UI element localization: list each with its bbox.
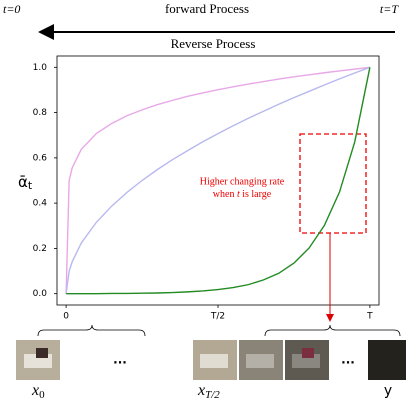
forward-label: forward Process bbox=[165, 1, 249, 16]
x-tick-label: T/2 bbox=[210, 312, 225, 322]
annotation-line2: when t is large bbox=[213, 189, 272, 200]
annotation-text: when bbox=[213, 189, 237, 200]
y-tick-label: 0.4 bbox=[33, 199, 48, 209]
line-series bbox=[65, 66, 370, 294]
annotation-line1: Higher changing rate bbox=[200, 176, 285, 187]
line-series bbox=[65, 66, 371, 294]
image-thumbnails bbox=[16, 340, 406, 380]
highlight-box bbox=[299, 133, 367, 234]
image bbox=[368, 340, 406, 380]
y-label-symbol: ᾱ bbox=[18, 173, 28, 191]
label-end: y bbox=[384, 383, 392, 399]
y-tick-label: 0.6 bbox=[33, 153, 48, 163]
annotation-text: is large bbox=[240, 189, 272, 200]
label-mid: xT/2 bbox=[197, 382, 220, 401]
image-detail bbox=[36, 348, 48, 358]
ellipsis: ... bbox=[341, 353, 355, 367]
image-detail bbox=[246, 354, 274, 368]
y-tick-label: 0.2 bbox=[33, 244, 47, 254]
brace bbox=[37, 324, 146, 337]
y-axis-label: ᾱt bbox=[18, 173, 33, 193]
x-tick-label: 0 bbox=[63, 312, 69, 322]
label-base: x bbox=[197, 382, 205, 399]
y-tick-label: 1.0 bbox=[33, 63, 48, 73]
brace bbox=[264, 324, 401, 337]
label-base: x bbox=[31, 382, 39, 399]
line-series bbox=[66, 67, 371, 295]
label-sub: T/2 bbox=[205, 389, 220, 401]
image-detail bbox=[200, 354, 228, 368]
image-detail bbox=[302, 348, 314, 358]
ellipsis: ... bbox=[113, 353, 127, 367]
label-start: x0 bbox=[31, 382, 45, 401]
t-end: t=T bbox=[380, 2, 399, 16]
t-start: t=0 bbox=[3, 2, 20, 16]
reverse-label: Reverse Process bbox=[171, 36, 256, 51]
y-label-sub: t bbox=[28, 179, 33, 192]
label-sub: 0 bbox=[39, 389, 45, 401]
y-tick-label: 0.0 bbox=[33, 289, 48, 299]
annotation-var: t bbox=[237, 189, 240, 200]
y-tick-label: 0.8 bbox=[33, 108, 48, 118]
x-tick-label: T bbox=[366, 312, 373, 322]
